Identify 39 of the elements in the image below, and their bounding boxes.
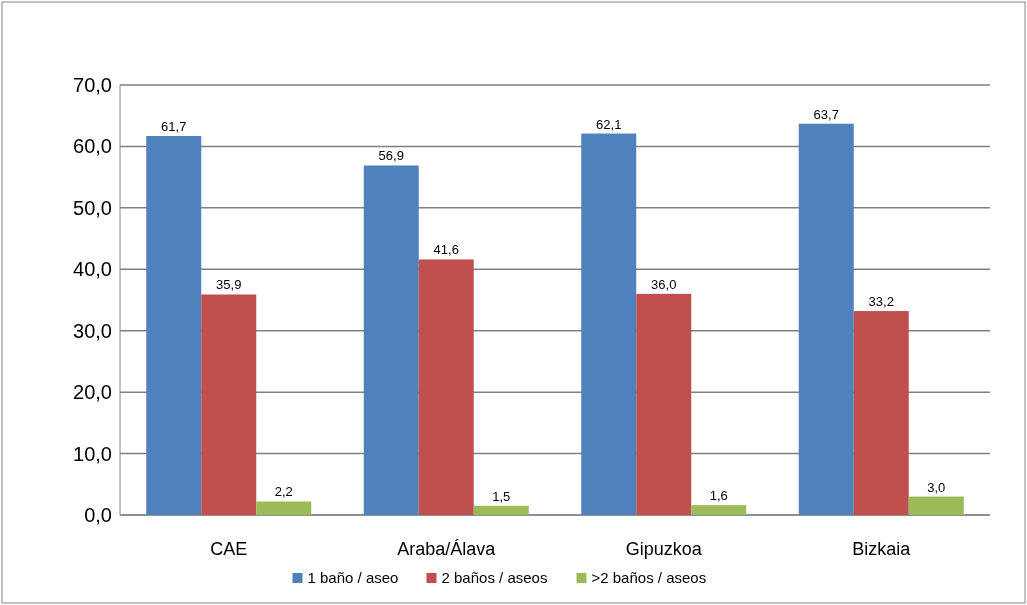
bar [691, 505, 747, 515]
data-label: 2,2 [274, 484, 293, 500]
y-tick-label: 30,0 [73, 319, 112, 342]
data-label: 33,2 [868, 294, 894, 310]
y-tick-label: 50,0 [73, 196, 112, 219]
data-label: 62,1 [596, 116, 622, 132]
x-tick-label: Araba/Álava [397, 539, 497, 559]
legend-label: >2 baños / aseos [591, 569, 707, 587]
bar [363, 165, 419, 515]
y-tick-label: 20,0 [73, 381, 112, 404]
x-tick-label: Gipuzkoa [625, 539, 703, 559]
y-tick-label: 0,0 [84, 504, 112, 526]
bar [853, 311, 909, 515]
data-label: 61,7 [161, 118, 187, 134]
data-label: 1,6 [709, 488, 728, 504]
bar [908, 496, 964, 515]
data-label: 1,5 [492, 488, 511, 504]
x-tick-label: CAE [210, 539, 248, 559]
data-label: 41,6 [433, 242, 459, 258]
bar [256, 501, 312, 515]
bar [636, 293, 692, 515]
legend-label: 2 baños / aseos [441, 569, 548, 587]
y-tick-label: 60,0 [73, 135, 112, 158]
y-tick-label: 40,0 [73, 258, 112, 281]
y-tick-label: 70,0 [73, 74, 112, 96]
x-tick-label: Bizkaia [852, 539, 912, 559]
bar [201, 294, 257, 515]
data-label: 35,9 [216, 277, 242, 293]
bar [418, 259, 474, 515]
data-label: 36,0 [651, 276, 677, 292]
bar [581, 133, 637, 515]
legend-label: 1 baño / aseo [307, 569, 399, 587]
y-tick-label: 10,0 [73, 442, 112, 465]
bar [473, 505, 529, 515]
bar [146, 135, 202, 515]
bar [798, 123, 854, 515]
data-label: 3,0 [927, 479, 946, 495]
data-label: 56,9 [378, 148, 404, 164]
data-label: 63,7 [813, 106, 839, 122]
